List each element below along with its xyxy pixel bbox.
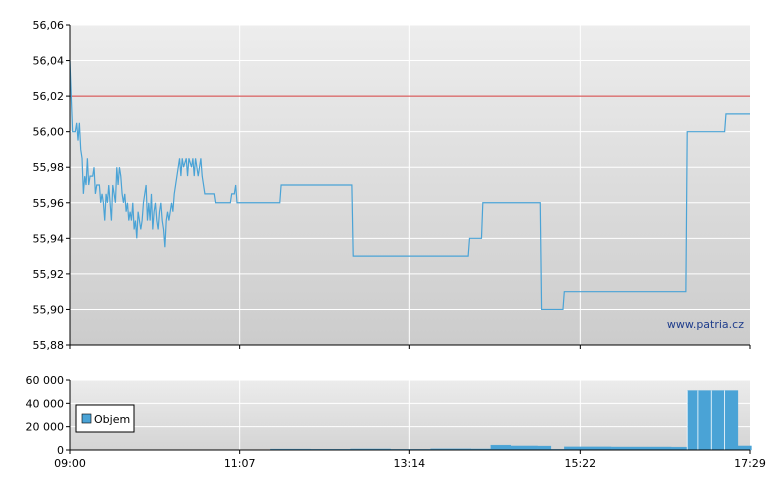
volume-vertical-gridlines [239,380,581,450]
price-y-tick-label: 55,94 [33,232,65,245]
volume-bar [687,390,699,451]
time-x-tick-label: 09:00 [54,457,86,470]
volume-bar [737,445,751,451]
volume-gridlines [70,379,750,428]
volume-y-tick-label: 0 [57,444,64,457]
price-y-tick-label: 55,88 [33,339,65,352]
volume-bar [724,390,739,451]
volume-y-tick-label: 40 000 [26,397,65,410]
price-y-ticks: 56,06 56,04 56,02 56,00 55,98 55,96 55,94 55,92… [33,19,70,352]
volume-plot-background [70,380,750,450]
time-x-ticks: 09:00 11:07 13:14 15:22 17:29 [54,450,766,470]
price-y-tick-label: 56,06 [33,19,65,32]
time-x-tick-label: 13:14 [393,457,425,470]
volume-legend-label: Objem [94,413,130,426]
price-y-tick-label: 55,96 [33,197,65,210]
volume-bar [711,390,725,451]
price-y-tick-label: 56,02 [33,90,65,103]
volume-bar [697,390,712,451]
volume-bar [510,445,538,451]
time-x-tick-label: 11:07 [224,457,256,470]
price-panel: 56,06 56,04 56,02 56,00 55,98 55,96 55,94 55,92… [33,19,751,352]
time-x-tick-label: 15:22 [564,457,596,470]
time-x-tick-label: 17:29 [734,457,766,470]
volume-y-tick-label: 20 000 [26,421,65,434]
price-y-tick-label: 55,90 [33,303,65,316]
volume-panel: 60 000 40 000 20 000 0 09:00 11:07 13:14 15:22… [26,374,766,470]
price-plot-background [70,25,750,345]
price-y-tick-label: 55,92 [33,268,65,281]
price-y-tick-label: 56,00 [33,126,65,139]
volume-legend: Objem [75,404,135,433]
volume-bar [537,445,552,451]
volume-y-ticks: 60 000 40 000 20 000 0 [26,374,70,457]
volume-y-tick-label: 60 000 [26,374,65,387]
price-y-tick-label: 55,98 [33,161,65,174]
price-series-line [69,60,750,311]
watermark: www.patria.cz [667,318,744,331]
volume-bar [490,444,512,451]
price-y-tick-label: 56,04 [33,55,65,68]
price-x-tick-marks [69,345,751,349]
volume-legend-swatch [81,413,92,424]
volume-bar [749,445,752,451]
